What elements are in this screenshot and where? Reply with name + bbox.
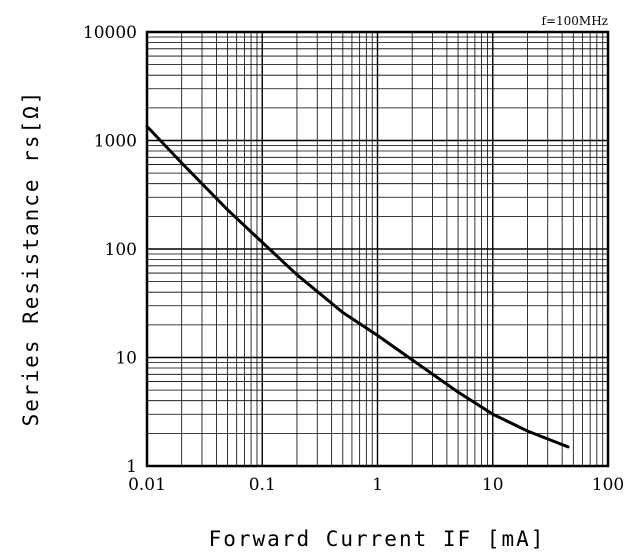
y-tick-label: 10000 [83,23,137,43]
annotation-frequency: f=100MHz [542,14,608,28]
y-tick-label: 1000 [94,132,137,152]
x-tick-label: 0.1 [249,475,276,495]
x-axis-label: Forward Current IF [mA] [209,527,546,551]
y-tick-label: 100 [105,240,137,260]
plot-frame [145,30,610,468]
y-axis-label: Series Resistance rs[Ω] [19,90,43,427]
x-tick-label: 0.01 [128,475,166,495]
y-tick-label: 1 [126,457,137,477]
x-tick-label: 100 [592,475,624,495]
series-group [145,124,570,449]
x-tick-label: 1 [372,475,383,495]
x-tick-labels: 0.01 0.1 1 10 100 [128,475,624,495]
y-tick-labels: 1 10 100 1000 10000 [83,23,137,477]
x-tick-label: 10 [482,475,504,495]
grid [146,32,608,467]
plot-border [145,30,610,468]
series-line-0 [145,124,570,449]
y-tick-label: 10 [115,349,137,369]
